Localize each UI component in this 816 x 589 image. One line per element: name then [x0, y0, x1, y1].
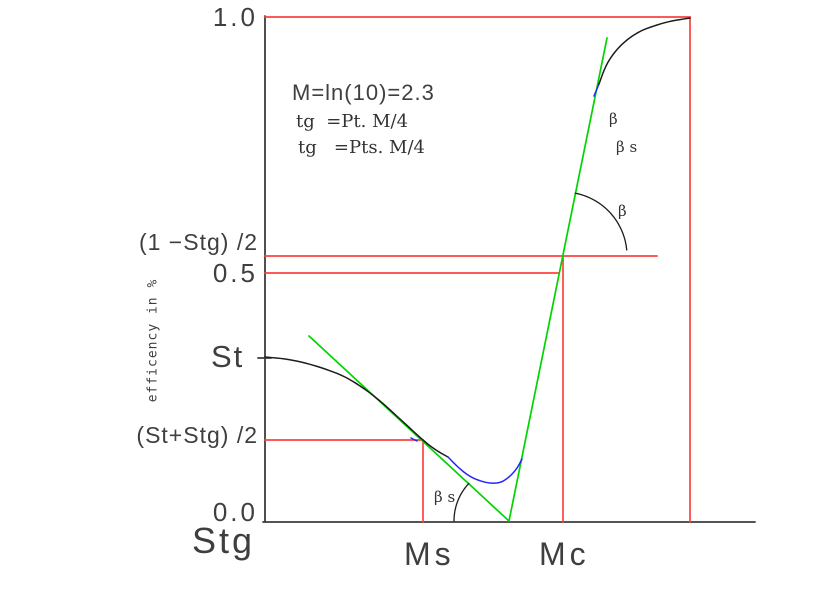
beta-s-label-lower: β s	[434, 488, 456, 506]
beta-s-label-upper: β s	[616, 138, 638, 156]
annotation-tg-beta: tg =Pt. M/4	[296, 111, 409, 132]
angle-arc-beta-s	[453, 482, 470, 522]
level-label-one-minus-stg: (1 −Stg) /2	[138, 229, 258, 255]
angle-arc-beta	[574, 192, 628, 251]
beta-label-mid: β	[618, 202, 627, 220]
beta-label-upper: β	[609, 110, 618, 128]
valley-blend	[447, 456, 523, 484]
ascending-saturation-branch	[598, 17, 691, 85]
y-tick-label-1.0: 1.0	[212, 2, 258, 32]
level-label-st: St	[211, 339, 245, 374]
x-marker-label-ms: Ms	[404, 536, 455, 572]
upper-blend	[593, 83, 600, 97]
annotation-m-ln10: M=ln(10)=2.3	[292, 80, 435, 105]
level-label-st-plus-stg: (St+Stg) /2	[136, 422, 258, 448]
y-tick-label-0.5: 0.5	[212, 258, 258, 288]
ms-cross-blend-dash	[410, 437, 418, 442]
annotation-tg-beta-s: tg =Pts. M/4	[298, 137, 425, 158]
descending-branch	[264, 356, 449, 458]
y-axis-title: efficency in %	[145, 278, 161, 403]
x-origin-label-stg: Stg	[192, 520, 256, 561]
y-tick-label-0.0: 0.0	[212, 497, 258, 527]
tangent-beta-s	[308, 335, 510, 522]
tangent-beta	[508, 37, 608, 522]
x-marker-label-mc: Mc	[539, 536, 590, 572]
